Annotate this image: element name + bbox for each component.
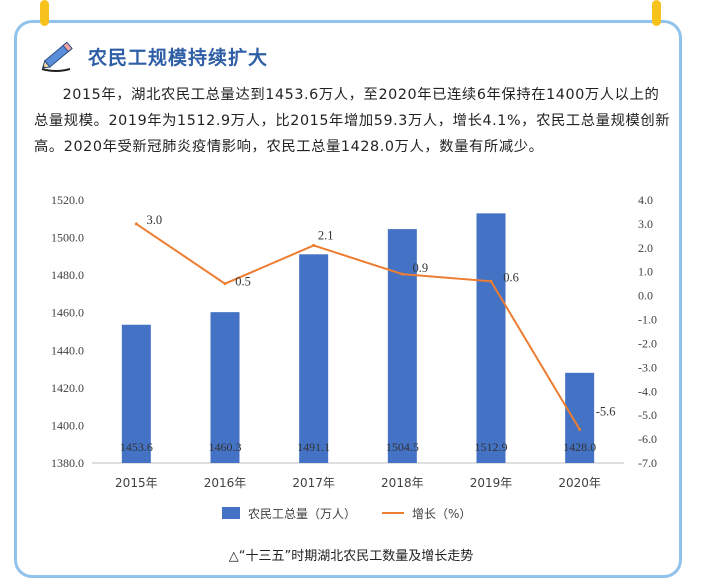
chart-caption: △“十三五”时期湖北农民工数量及增长走势 [228, 549, 474, 564]
binder-pin-right [652, 0, 661, 26]
line-value-label: -5.6 [596, 405, 616, 419]
y-right-tick-label: 0.0 [638, 289, 653, 303]
bar [121, 324, 151, 463]
bar [210, 312, 240, 463]
y-right-tick-label: -4.0 [638, 384, 657, 398]
line-value-label: 3.0 [147, 213, 163, 227]
y-right-tick-label: -2.0 [638, 336, 657, 350]
binder-pin-left [40, 0, 49, 26]
chart: 1380.0 1400.0 1420.0 1440.0 1460.0 1480.0 1500… [51, 193, 657, 521]
bar-value-label: 1428.0 [563, 440, 596, 454]
y-left-tick-label: 1520.0 [51, 193, 84, 207]
growth-point [578, 428, 582, 432]
bar-value-label: 1453.6 [120, 440, 153, 454]
legend-bar-swatch [222, 507, 240, 519]
line-value-label: 2.1 [318, 228, 334, 242]
bar [476, 213, 506, 463]
y-right-tick-label: -1.0 [638, 313, 657, 327]
bar-value-label: 1512.9 [475, 440, 508, 454]
y-right-tick-label: 2.0 [638, 241, 653, 255]
pencil-icon [41, 41, 73, 72]
y-right-tick-label: -7.0 [638, 456, 657, 470]
x-tick-label: 2020年 [558, 476, 601, 490]
heading-title: 农民工规模持续扩大 [88, 46, 269, 69]
y-left-tick-label: 1500.0 [51, 231, 84, 245]
bar [565, 372, 595, 463]
y-left-tick-label: 1380.0 [51, 456, 84, 470]
growth-point [223, 282, 227, 286]
section-heading: 农民工规模持续扩大 [36, 36, 268, 76]
y-right-tick-label: 4.0 [638, 193, 653, 207]
growth-point [489, 279, 493, 283]
x-tick-label: 2016年 [204, 476, 247, 490]
x-tick-label: 2019年 [470, 476, 513, 490]
growth-point [400, 272, 404, 276]
x-tick-label: 2015年 [115, 476, 158, 490]
x-tick-label: 2018年 [381, 476, 424, 490]
legend-bar-label: 农民工总量（万人） [248, 507, 356, 521]
y-left-tick-label: 1440.0 [51, 343, 84, 357]
growth-point [312, 243, 316, 247]
y-right-tick-label: -6.0 [638, 432, 657, 446]
y-left-tick-label: 1480.0 [51, 268, 84, 282]
legend-line-label: 增长（%） [412, 507, 471, 521]
line-value-label: 0.5 [235, 275, 251, 289]
y-right-tick-label: -3.0 [638, 360, 657, 374]
y-left-tick-label: 1420.0 [51, 381, 84, 395]
intro-paragraph: 2015年，湖北农民工总量达到1453.6万人，至2020年已连续6年保持在14… [34, 87, 671, 155]
y-right-tick-label: 3.0 [638, 217, 653, 231]
growth-line [135, 223, 581, 431]
x-tick-label: 2017年 [292, 476, 335, 490]
bar-value-label: 1460.3 [209, 440, 242, 454]
bar-value-label: 1491.1 [297, 440, 330, 454]
y-left-tick-label: 1400.0 [51, 418, 84, 432]
y-right-tick-label: 1.0 [638, 265, 653, 279]
content-frame [14, 20, 682, 578]
y-left-tick-label: 1460.0 [51, 306, 84, 320]
bar-value-label: 1504.5 [386, 440, 419, 454]
bar [387, 229, 417, 463]
growth-point [134, 222, 138, 226]
line-value-label: 0.6 [503, 270, 519, 284]
y-right-tick-label: -5.0 [638, 408, 657, 422]
bar [299, 254, 329, 463]
line-value-label: 0.9 [413, 261, 429, 275]
